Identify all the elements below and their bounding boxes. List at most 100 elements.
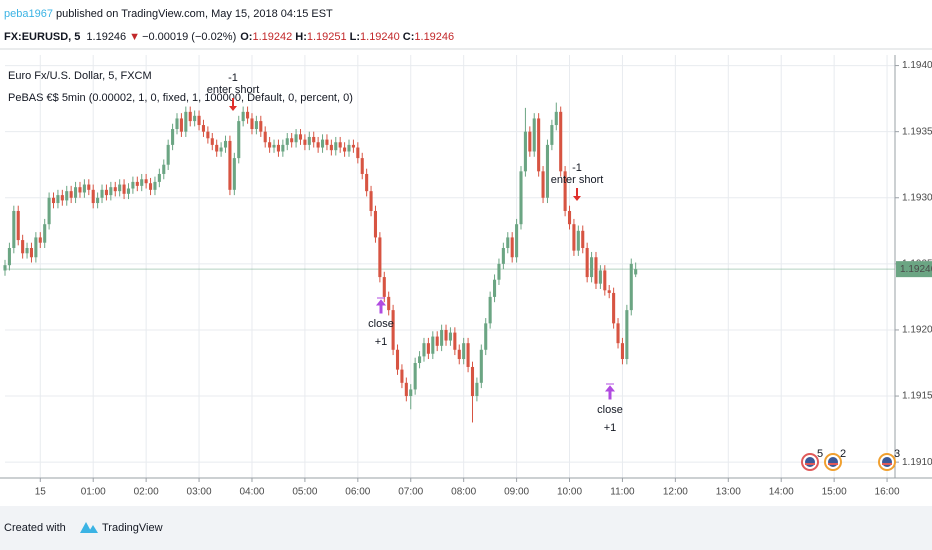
author[interactable]: peba1967: [4, 8, 53, 20]
candle-body: [201, 125, 206, 132]
x-tick-label: 05:00: [292, 487, 317, 498]
candle-body: [466, 343, 470, 367]
candle-body: [444, 329, 448, 341]
candle: [334, 136, 338, 156]
candle: [166, 139, 170, 171]
candle: [118, 179, 122, 197]
candle-body: [338, 142, 342, 148]
candle-body: [537, 118, 541, 172]
signal-qty: -1: [228, 72, 238, 84]
candle: [563, 166, 567, 217]
candle: [69, 185, 73, 204]
x-tick-label: 04:00: [239, 487, 264, 498]
candle-body: [131, 181, 135, 189]
candle-body: [104, 189, 108, 196]
candle-body: [56, 195, 60, 204]
candle: [418, 351, 422, 369]
candle: [620, 337, 624, 365]
candle: [616, 318, 620, 349]
last-price-tag: [896, 261, 932, 278]
x-tick-label: 16:00: [875, 487, 900, 498]
candle: [91, 184, 95, 209]
candle-body: [96, 197, 100, 204]
candle: [320, 134, 325, 153]
signal-arrow: [229, 98, 237, 111]
candle: [162, 159, 166, 180]
candle-body: [162, 164, 166, 174]
published: published on TradingView.com, May 15, 20…: [56, 8, 333, 20]
candle: [413, 357, 417, 395]
last: 1.19246: [86, 31, 126, 43]
x-tick-label: 08:00: [451, 487, 476, 498]
candle: [479, 344, 483, 389]
candle-body: [559, 111, 563, 172]
candle: [316, 136, 320, 153]
candle: [290, 132, 294, 148]
candle: [148, 177, 153, 196]
candle: [325, 134, 329, 151]
candle-body: [378, 237, 382, 278]
header-line: peba1967 published on TradingView.com, Ma…: [4, 8, 333, 20]
candle: [629, 258, 633, 316]
candle: [550, 119, 554, 151]
candle: [281, 139, 285, 157]
candle-body: [475, 382, 479, 397]
candle: [554, 102, 558, 131]
candle: [87, 179, 91, 196]
candle-body: [607, 290, 611, 293]
candle: [16, 205, 20, 246]
l: 1.19240: [360, 31, 400, 43]
candle: [607, 285, 611, 299]
signal-arrow: [573, 188, 581, 201]
arrow: ▼: [129, 31, 140, 43]
candle-body: [448, 332, 452, 341]
candle-body: [197, 115, 201, 126]
candle-body: [391, 310, 395, 350]
candle: [329, 139, 333, 156]
event-flag-inner: [882, 457, 892, 467]
candle-body: [590, 257, 594, 278]
candle-body: [210, 138, 214, 145]
candle: [515, 218, 519, 263]
candle-body: [550, 125, 554, 145]
candle: [201, 119, 206, 137]
footer-brand[interactable]: TradingView: [102, 522, 163, 534]
x-tick-label: 13:00: [716, 487, 741, 498]
event-flag-inner: [828, 457, 838, 467]
candle-body: [316, 142, 320, 148]
candle: [100, 184, 104, 204]
candle: [109, 181, 113, 201]
candle-body: [369, 191, 373, 211]
x-tick-label: 10:00: [557, 487, 582, 498]
candle-body: [272, 144, 276, 148]
c: 1.19246: [414, 31, 454, 43]
candle: [184, 106, 188, 137]
candle-body: [135, 181, 139, 186]
candle-body: [470, 366, 475, 397]
candle: [272, 139, 276, 153]
candle: [603, 265, 607, 296]
symbol: FX:EURUSD, 5: [4, 31, 80, 43]
y-tick-label: 1.19150: [902, 391, 932, 402]
candle: [254, 115, 258, 135]
signal-label: close: [368, 318, 394, 330]
candle: [343, 142, 347, 157]
candle: [391, 304, 395, 356]
candle: [210, 132, 214, 151]
candle: [60, 189, 64, 206]
candle: [144, 173, 148, 189]
candle-body: [69, 191, 73, 198]
h: 1.19251: [307, 31, 347, 43]
candle-body: [373, 210, 378, 238]
candle-body: [545, 144, 550, 198]
candle-body: [281, 144, 285, 152]
last-price-label: 1.19246: [900, 264, 932, 275]
candle: [312, 131, 316, 148]
signal-label: close: [597, 404, 623, 416]
candle: [206, 126, 210, 144]
candle: [7, 242, 11, 271]
candle-body: [325, 139, 329, 145]
candle-body: [519, 171, 523, 225]
candle-body: [532, 118, 536, 152]
candle: [457, 344, 461, 365]
